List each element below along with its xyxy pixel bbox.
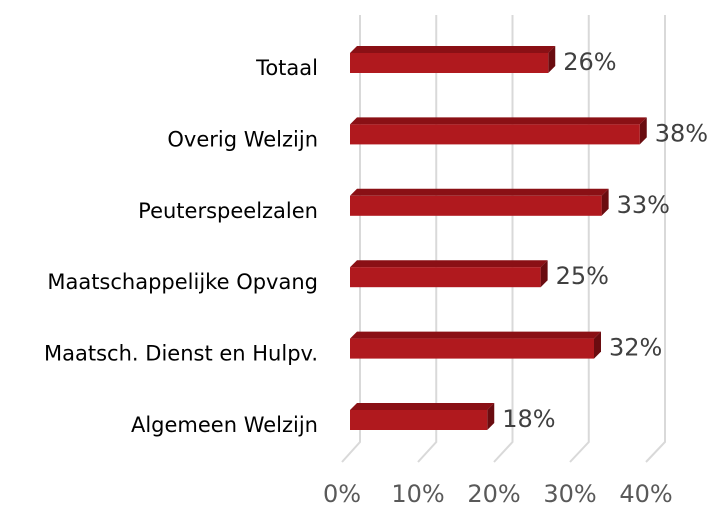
bar-top xyxy=(350,331,601,339)
grid-line xyxy=(569,15,590,463)
grid-line xyxy=(493,15,514,463)
bar xyxy=(350,195,602,216)
bar xyxy=(350,410,488,430)
bar xyxy=(350,267,541,288)
value-label: 38% xyxy=(655,119,708,147)
value-label: 25% xyxy=(556,262,609,290)
x-tick-label: 40% xyxy=(619,480,672,507)
bar xyxy=(350,53,549,73)
y-tick-label: Algemeen Welzijn xyxy=(131,413,318,437)
x-tick-label: 10% xyxy=(391,480,444,507)
grid-line xyxy=(417,15,438,463)
x-tick-label: 30% xyxy=(543,480,596,507)
value-label: 33% xyxy=(617,191,670,219)
grid-line xyxy=(645,15,666,463)
bar-top xyxy=(350,117,647,125)
y-tick-label: Maatschappelijke Opvang xyxy=(47,270,318,294)
bar-side xyxy=(639,117,647,145)
bar xyxy=(350,124,640,145)
bar xyxy=(350,338,594,359)
y-tick-label: Overig Welzijn xyxy=(167,127,318,151)
bar-side xyxy=(594,331,601,359)
x-tick-label: 20% xyxy=(467,480,520,507)
bar-side xyxy=(601,188,609,216)
bar-side xyxy=(548,46,556,73)
bar-top xyxy=(350,403,495,410)
y-tick-label: Peuterspeelzalen xyxy=(138,199,318,223)
bar-top xyxy=(350,260,548,268)
value-label: 32% xyxy=(609,334,662,362)
bar-top xyxy=(350,188,609,196)
value-label: 18% xyxy=(502,405,555,433)
bar-top xyxy=(350,46,556,53)
value-label: 26% xyxy=(563,48,616,76)
x-tick-label: 0% xyxy=(323,480,361,507)
y-tick-label: Maatsch. Dienst en Hulpv. xyxy=(44,342,318,366)
grid-line xyxy=(341,15,361,463)
bar-side xyxy=(540,260,548,288)
y-tick-label: Totaal xyxy=(255,56,318,80)
bar-side xyxy=(487,403,495,430)
